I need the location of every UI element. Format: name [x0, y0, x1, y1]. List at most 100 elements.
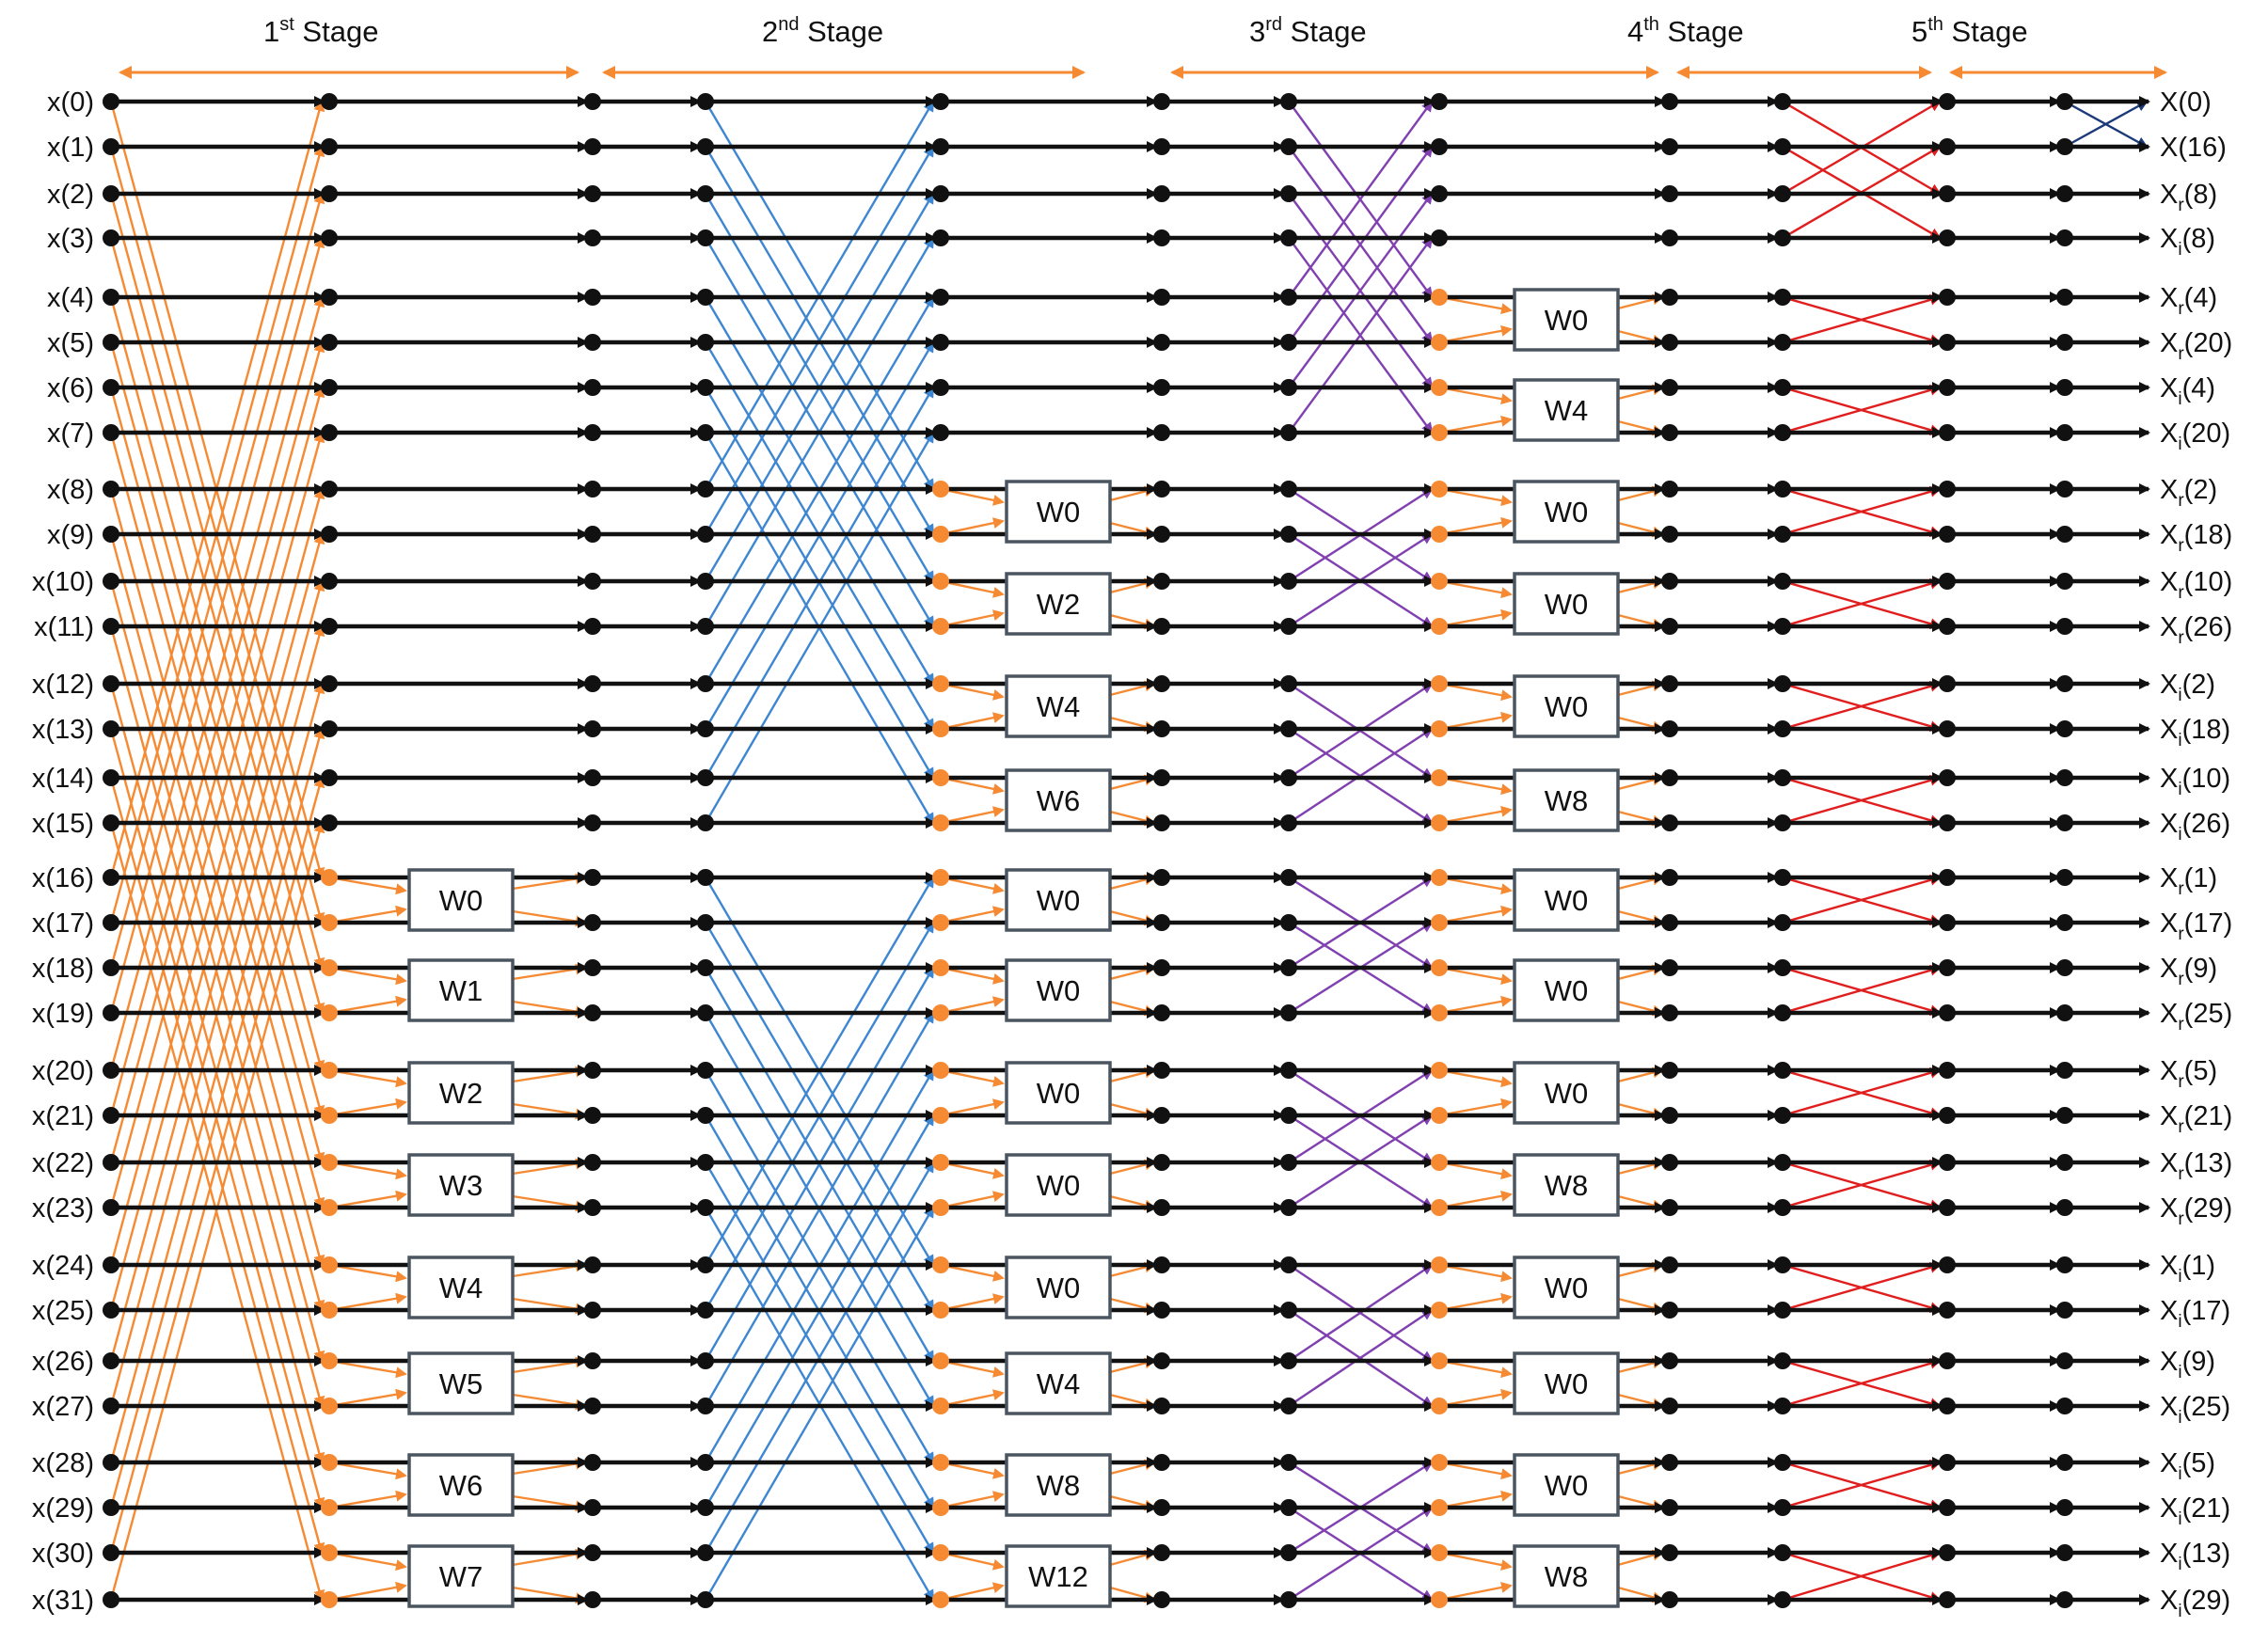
node	[2056, 959, 2073, 976]
node	[103, 1256, 119, 1273]
twiddle-link-line	[1438, 805, 1513, 825]
twiddle-link-line	[1438, 579, 1513, 599]
twiddle-link-line	[328, 1068, 407, 1088]
node	[1774, 959, 1791, 976]
output-label: Xr(20)	[2160, 328, 2232, 364]
node	[1153, 1062, 1170, 1079]
node	[1153, 573, 1170, 590]
input-label: x(29)	[32, 1493, 94, 1524]
twiddle-link-line	[940, 776, 1005, 795]
node	[1431, 1454, 1448, 1471]
stage1-cross-line	[109, 727, 325, 1509]
node	[1431, 1107, 1448, 1124]
stage4-cross-line	[1782, 680, 1942, 731]
node	[1939, 229, 1956, 246]
node	[697, 1398, 714, 1414]
twiddle-box-frame	[1005, 868, 1112, 932]
node	[321, 618, 338, 635]
node	[321, 289, 338, 306]
twiddle-link-line	[328, 1388, 407, 1408]
output-label: Xi(26)	[2160, 809, 2230, 845]
node	[1661, 481, 1678, 498]
node	[584, 1352, 601, 1369]
nodes	[103, 93, 2073, 1608]
node	[1939, 1199, 1956, 1216]
stage3-cross-line	[1288, 192, 1434, 388]
stage1-cross-line	[109, 682, 325, 1463]
node	[1939, 1591, 1956, 1608]
twiddle-link-line	[940, 1359, 1005, 1378]
twiddle-link-line	[1438, 1161, 1513, 1180]
twiddle-box-frame	[1005, 958, 1112, 1022]
stage-header-1: 1st Stage	[119, 14, 579, 79]
node	[932, 720, 949, 737]
node	[1431, 424, 1448, 441]
node	[697, 138, 714, 155]
stage4-cross-line	[1782, 874, 1942, 924]
node	[697, 229, 714, 246]
node	[321, 334, 338, 351]
node	[1939, 618, 1956, 635]
node	[1153, 869, 1170, 886]
node	[1153, 675, 1170, 692]
twiddle-link-line	[1438, 1068, 1513, 1088]
node	[1431, 869, 1448, 886]
twiddle-box-stage3: W0	[1513, 288, 1620, 352]
node	[1431, 959, 1448, 976]
node	[584, 914, 601, 931]
node	[103, 1004, 119, 1021]
twiddle-label: W0	[1545, 304, 1589, 337]
node	[1939, 869, 1956, 886]
output-label: Xi(21)	[2160, 1493, 2230, 1529]
twiddle-label: W0	[1545, 588, 1589, 621]
twiddle-box-stage3: W0	[1513, 480, 1620, 544]
node	[697, 573, 714, 590]
input-label: x(28)	[32, 1448, 94, 1478]
twiddle-box-stage3: W0	[1513, 1453, 1620, 1517]
node	[932, 618, 949, 635]
node	[1661, 289, 1678, 306]
node	[1661, 379, 1678, 396]
input-label: x(6)	[47, 373, 94, 403]
twiddle-box-frame	[407, 1153, 515, 1217]
twiddle-label: W8	[1037, 1469, 1081, 1502]
node	[103, 814, 119, 831]
twiddle-link-line	[328, 1581, 407, 1602]
node	[2056, 1352, 2073, 1369]
stage5-cross-line	[2064, 100, 2149, 149]
twiddle-box-stage2: W0	[1005, 1061, 1112, 1125]
node	[697, 1499, 714, 1516]
node	[1280, 1352, 1297, 1369]
node	[1774, 869, 1791, 886]
twiddle-box-stage3: W4	[1513, 378, 1620, 442]
node	[1431, 379, 1448, 396]
twiddle-link-line	[1438, 905, 1513, 924]
twiddle-box-frame	[1005, 1153, 1112, 1217]
twiddle-link-line	[940, 1068, 1005, 1087]
twiddle-label: W0	[1545, 1272, 1589, 1304]
node	[1661, 1398, 1678, 1414]
node	[1661, 869, 1678, 886]
node	[1431, 526, 1448, 543]
node	[321, 138, 338, 155]
node	[1661, 1454, 1678, 1471]
node	[2056, 1107, 2073, 1124]
input-label: x(23)	[32, 1193, 94, 1224]
node	[103, 675, 119, 692]
node	[584, 1398, 601, 1414]
node	[932, 1154, 949, 1171]
twiddle-box-stage1: W0	[407, 868, 515, 932]
twiddle-label: W0	[1545, 496, 1589, 529]
node	[1661, 1199, 1678, 1216]
node	[1939, 959, 1956, 976]
twiddle-link-line	[328, 1263, 407, 1283]
node	[2056, 573, 2073, 590]
output-label: Xr(17)	[2160, 908, 2232, 944]
twiddle-link-line	[940, 1098, 1005, 1117]
twiddle-link-line	[1438, 516, 1513, 536]
output-label: Xr(1)	[2160, 863, 2217, 899]
twiddle-link-line	[1438, 415, 1513, 434]
node	[1153, 1199, 1170, 1216]
node	[2056, 1544, 2073, 1561]
node	[1153, 1499, 1170, 1516]
